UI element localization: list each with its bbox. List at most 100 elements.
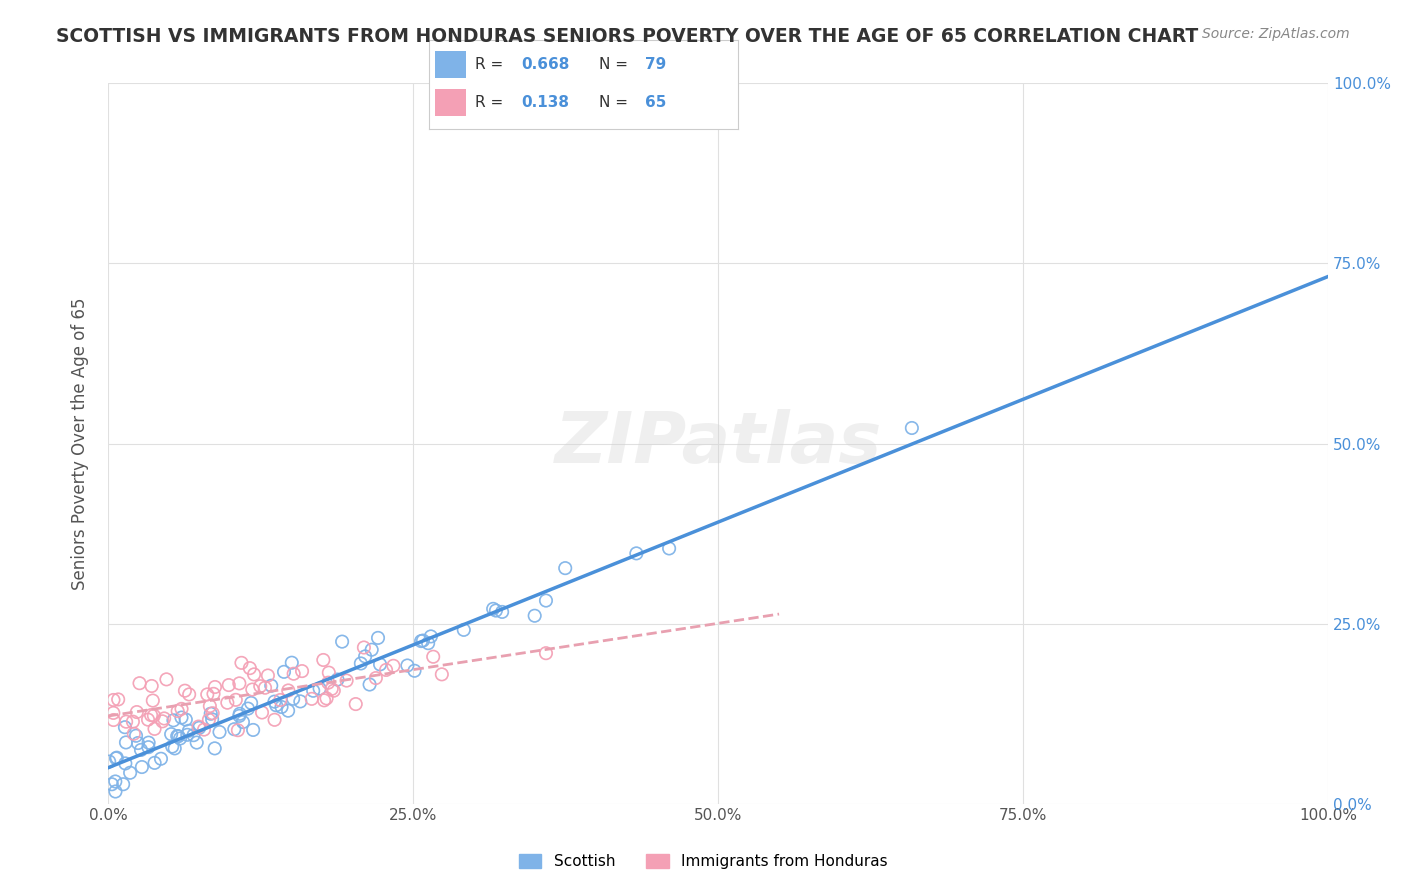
Point xyxy=(143,756,166,770)
Point xyxy=(283,666,305,681)
Point xyxy=(290,694,312,708)
Point xyxy=(136,713,159,727)
Point xyxy=(193,723,215,737)
Point xyxy=(122,727,145,741)
Text: N =: N = xyxy=(599,95,628,110)
Point xyxy=(243,667,266,681)
Point xyxy=(228,709,250,723)
Point xyxy=(204,680,226,694)
Point xyxy=(263,713,285,727)
Point xyxy=(283,691,305,706)
Point xyxy=(321,681,343,696)
Point xyxy=(129,743,152,757)
FancyBboxPatch shape xyxy=(434,51,465,78)
Point xyxy=(162,714,184,728)
Point xyxy=(141,679,163,693)
Point xyxy=(396,658,419,673)
Point xyxy=(901,421,924,435)
Point xyxy=(160,727,183,741)
Point xyxy=(335,673,357,688)
Point xyxy=(120,765,142,780)
Text: 0.138: 0.138 xyxy=(522,95,569,110)
Point xyxy=(249,679,271,693)
Point xyxy=(316,675,339,690)
Point xyxy=(153,711,176,725)
Point xyxy=(174,683,197,698)
Point xyxy=(396,658,419,673)
Point xyxy=(318,665,340,680)
Point xyxy=(195,688,218,702)
Point xyxy=(231,656,253,670)
Point xyxy=(142,708,165,723)
Point xyxy=(149,752,172,766)
Point xyxy=(176,728,198,742)
Point xyxy=(162,714,184,728)
Point xyxy=(131,760,153,774)
Point xyxy=(263,713,285,727)
Point xyxy=(142,693,165,707)
Point xyxy=(127,736,149,750)
Point xyxy=(115,735,138,749)
Point xyxy=(277,683,299,698)
Point xyxy=(98,755,121,769)
Point xyxy=(169,731,191,746)
Point xyxy=(120,765,142,780)
Point xyxy=(626,546,648,560)
Text: 79: 79 xyxy=(645,57,666,71)
Point xyxy=(281,656,304,670)
Point xyxy=(534,593,557,607)
Point xyxy=(104,784,127,798)
Point xyxy=(174,713,197,727)
Point xyxy=(658,541,681,556)
Point xyxy=(264,698,287,713)
Point xyxy=(236,701,259,715)
Point xyxy=(200,706,222,721)
Text: 0.668: 0.668 xyxy=(522,57,569,71)
Point xyxy=(103,713,125,727)
Point xyxy=(170,702,193,716)
Point xyxy=(167,729,190,743)
Point xyxy=(179,687,201,701)
Point xyxy=(368,657,391,672)
Text: SCOTTISH VS IMMIGRANTS FROM HONDURAS SENIORS POVERTY OVER THE AGE OF 65 CORRELAT: SCOTTISH VS IMMIGRANTS FROM HONDURAS SEN… xyxy=(56,27,1198,45)
Point xyxy=(152,714,174,729)
Point xyxy=(330,634,353,648)
Point xyxy=(534,646,557,660)
Point xyxy=(254,681,277,695)
Point xyxy=(198,699,221,714)
Point xyxy=(143,722,166,736)
Point xyxy=(302,683,325,698)
Point xyxy=(453,623,475,637)
Point xyxy=(226,723,249,738)
Point xyxy=(125,729,148,743)
Point xyxy=(523,608,546,623)
FancyBboxPatch shape xyxy=(434,89,465,116)
Point xyxy=(350,657,373,671)
Point xyxy=(236,701,259,715)
Text: 65: 65 xyxy=(645,95,666,110)
Point xyxy=(186,735,208,749)
Point xyxy=(170,710,193,724)
Point xyxy=(318,665,340,680)
Point xyxy=(242,723,264,737)
Point xyxy=(257,668,280,682)
Point xyxy=(260,679,283,693)
Point xyxy=(202,687,225,701)
Point xyxy=(242,723,264,737)
Point xyxy=(141,679,163,693)
Point xyxy=(330,634,353,648)
Point xyxy=(104,784,127,798)
Point xyxy=(114,756,136,771)
Point xyxy=(419,629,441,643)
Point xyxy=(335,673,357,688)
Point xyxy=(193,723,215,737)
Point xyxy=(368,657,391,672)
Point xyxy=(228,709,250,723)
Point xyxy=(359,677,381,691)
Point xyxy=(155,673,177,687)
Text: ZIPatlas: ZIPatlas xyxy=(554,409,882,478)
Point xyxy=(353,640,375,655)
Point xyxy=(101,777,124,791)
Point xyxy=(174,683,197,698)
Point xyxy=(107,692,129,706)
